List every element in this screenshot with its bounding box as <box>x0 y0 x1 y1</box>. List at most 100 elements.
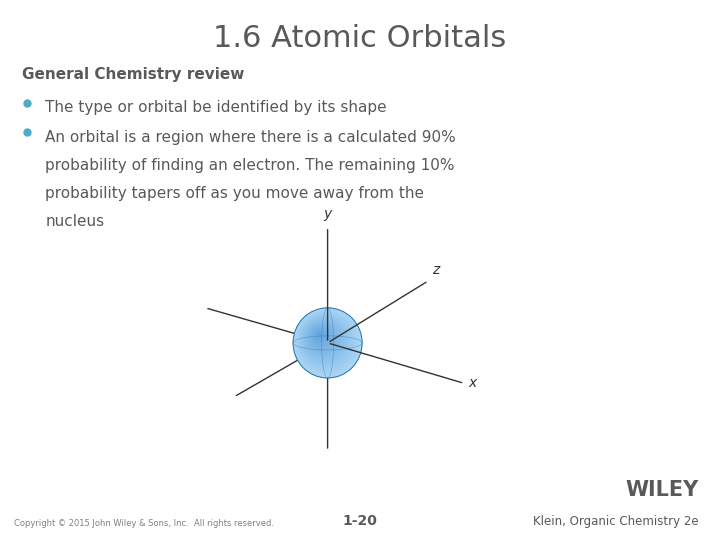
Ellipse shape <box>299 314 353 368</box>
Ellipse shape <box>317 332 323 338</box>
Ellipse shape <box>318 333 321 336</box>
Ellipse shape <box>303 318 346 361</box>
Ellipse shape <box>315 329 327 342</box>
Ellipse shape <box>306 321 341 356</box>
Ellipse shape <box>305 321 341 357</box>
Ellipse shape <box>302 317 348 363</box>
Ellipse shape <box>298 313 354 370</box>
Ellipse shape <box>303 318 346 361</box>
Ellipse shape <box>312 328 330 345</box>
Ellipse shape <box>305 320 343 359</box>
Ellipse shape <box>307 322 339 354</box>
Ellipse shape <box>318 333 322 337</box>
Ellipse shape <box>302 318 346 362</box>
Ellipse shape <box>314 329 327 342</box>
Ellipse shape <box>307 322 338 354</box>
Ellipse shape <box>298 313 354 369</box>
Text: The type or orbital be identified by its shape: The type or orbital be identified by its… <box>45 100 387 115</box>
Ellipse shape <box>301 316 348 364</box>
Ellipse shape <box>315 331 325 340</box>
Ellipse shape <box>310 326 333 348</box>
Ellipse shape <box>304 319 343 359</box>
Ellipse shape <box>300 315 350 366</box>
Text: nucleus: nucleus <box>45 214 104 229</box>
Text: Klein, Organic Chemistry 2e: Klein, Organic Chemistry 2e <box>533 515 698 528</box>
Ellipse shape <box>295 310 359 374</box>
Ellipse shape <box>294 308 361 377</box>
Ellipse shape <box>315 330 326 342</box>
Ellipse shape <box>316 332 323 339</box>
Ellipse shape <box>315 330 325 341</box>
Ellipse shape <box>307 321 340 355</box>
Ellipse shape <box>297 311 356 372</box>
Text: Copyright © 2015 John Wiley & Sons, Inc.  All rights reserved.: Copyright © 2015 John Wiley & Sons, Inc.… <box>14 519 274 528</box>
Ellipse shape <box>317 332 323 338</box>
Text: 1.6 Atomic Orbitals: 1.6 Atomic Orbitals <box>213 24 507 53</box>
Ellipse shape <box>308 323 337 353</box>
Ellipse shape <box>310 325 335 350</box>
Ellipse shape <box>293 308 361 377</box>
Ellipse shape <box>302 317 347 363</box>
Ellipse shape <box>310 325 333 349</box>
Ellipse shape <box>310 325 335 350</box>
Ellipse shape <box>302 318 346 362</box>
Ellipse shape <box>300 314 351 367</box>
Ellipse shape <box>312 327 330 346</box>
Ellipse shape <box>304 319 344 360</box>
Ellipse shape <box>302 316 348 364</box>
Ellipse shape <box>305 320 342 358</box>
Text: An orbital is a region where there is a calculated 90%: An orbital is a region where there is a … <box>45 130 456 145</box>
Ellipse shape <box>297 312 355 370</box>
Ellipse shape <box>305 320 342 357</box>
Ellipse shape <box>310 326 333 349</box>
Ellipse shape <box>300 315 351 367</box>
Ellipse shape <box>297 312 356 372</box>
Ellipse shape <box>296 310 358 374</box>
Ellipse shape <box>311 326 332 347</box>
Ellipse shape <box>294 309 359 375</box>
Ellipse shape <box>305 320 343 359</box>
Ellipse shape <box>302 316 348 363</box>
Ellipse shape <box>304 319 344 360</box>
Ellipse shape <box>311 326 333 348</box>
Ellipse shape <box>293 308 362 378</box>
Text: probability of finding an electron. The remaining 10%: probability of finding an electron. The … <box>45 158 455 173</box>
Ellipse shape <box>313 328 328 344</box>
Text: 1-20: 1-20 <box>343 514 377 528</box>
Ellipse shape <box>316 331 324 340</box>
Ellipse shape <box>309 323 336 352</box>
Ellipse shape <box>310 325 334 349</box>
Ellipse shape <box>307 322 339 355</box>
Ellipse shape <box>315 330 325 340</box>
Ellipse shape <box>318 333 320 336</box>
Text: General Chemistry review: General Chemistry review <box>22 68 244 83</box>
Ellipse shape <box>296 311 357 373</box>
Ellipse shape <box>315 330 326 341</box>
Text: WILEY: WILEY <box>625 480 698 500</box>
Ellipse shape <box>306 321 340 356</box>
Ellipse shape <box>309 324 336 352</box>
Ellipse shape <box>301 316 349 365</box>
Ellipse shape <box>312 327 330 346</box>
Ellipse shape <box>294 308 361 377</box>
Ellipse shape <box>312 327 331 347</box>
Text: probability tapers off as you move away from the: probability tapers off as you move away … <box>45 186 424 201</box>
Ellipse shape <box>295 310 359 375</box>
Text: y: y <box>323 207 332 221</box>
Ellipse shape <box>303 319 345 361</box>
Ellipse shape <box>312 327 331 347</box>
Ellipse shape <box>294 309 361 376</box>
Ellipse shape <box>297 312 355 371</box>
Ellipse shape <box>300 315 351 366</box>
Ellipse shape <box>309 324 336 351</box>
Ellipse shape <box>299 314 352 368</box>
Ellipse shape <box>308 323 337 352</box>
Ellipse shape <box>297 312 356 372</box>
Ellipse shape <box>318 334 320 335</box>
Ellipse shape <box>297 313 354 370</box>
Ellipse shape <box>313 329 328 343</box>
Ellipse shape <box>308 323 338 353</box>
Ellipse shape <box>296 310 357 373</box>
Ellipse shape <box>316 332 324 339</box>
Ellipse shape <box>318 334 320 335</box>
